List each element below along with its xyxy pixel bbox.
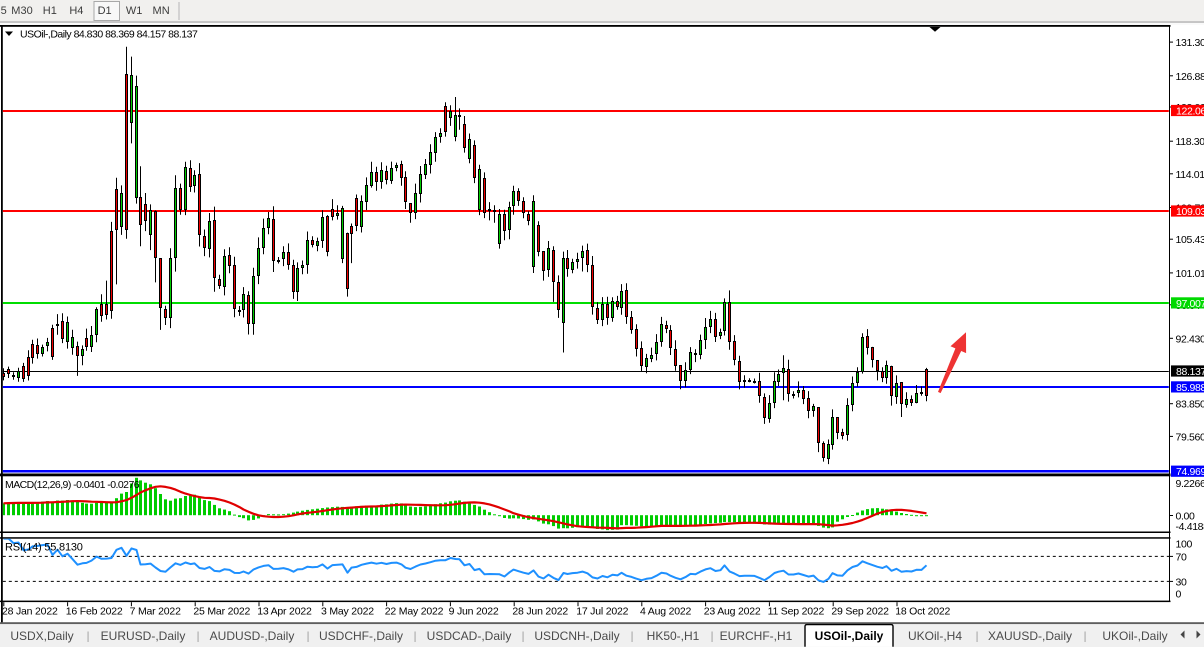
svg-text:USOil-,Daily: USOil-,Daily [815,629,884,643]
svg-text:-4.4188: -4.4188 [1176,521,1204,533]
svg-text:22 May 2022: 22 May 2022 [385,606,444,618]
svg-text:|: | [197,631,200,643]
svg-text:H1: H1 [43,5,57,17]
svg-text:USDCNH-,Daily: USDCNH-,Daily [534,629,619,643]
svg-text:100: 100 [1176,539,1193,551]
svg-text:USDCAD-,Daily: USDCAD-,Daily [427,629,512,643]
svg-text:11 Sep 2022: 11 Sep 2022 [768,606,825,618]
svg-text:83.850: 83.850 [1176,399,1204,411]
svg-text:16 Feb 2022: 16 Feb 2022 [66,606,123,618]
svg-text:29 Sep 2022: 29 Sep 2022 [831,606,889,618]
svg-text:USDCHF-,Daily: USDCHF-,Daily [319,629,403,643]
svg-text:9.2266: 9.2266 [1176,478,1204,490]
svg-text:|: | [307,631,310,643]
svg-text:92.430: 92.430 [1176,333,1204,345]
svg-text:AUDUSD-,Daily: AUDUSD-,Daily [210,629,295,643]
svg-text:EURCHF-,H1: EURCHF-,H1 [720,629,793,643]
svg-text:|: | [976,631,979,643]
svg-text:|: | [522,631,525,643]
svg-text:18 Oct 2022: 18 Oct 2022 [895,606,950,618]
svg-text:EURUSD-,Daily: EURUSD-,Daily [101,629,186,643]
svg-text:|: | [1084,631,1087,643]
svg-text:|: | [631,631,634,643]
svg-text:HK50-,H1: HK50-,H1 [647,629,700,643]
svg-text:13 Apr 2022: 13 Apr 2022 [257,606,312,618]
svg-text:17 Jul 2022: 17 Jul 2022 [576,606,628,618]
svg-text:0: 0 [1176,589,1182,601]
svg-text:122.06: 122.06 [1176,106,1204,118]
svg-text:UKOil-,Daily: UKOil-,Daily [1102,629,1167,643]
svg-text:101.010: 101.010 [1176,268,1204,280]
svg-text:105.430: 105.430 [1176,234,1204,246]
svg-text:5: 5 [1,5,7,17]
svg-text:25 Mar 2022: 25 Mar 2022 [193,606,250,618]
svg-text:D1: D1 [98,5,112,17]
svg-text:88.137: 88.137 [1176,366,1204,378]
svg-text:4 Aug 2022: 4 Aug 2022 [640,606,691,618]
svg-text:|: | [87,631,90,643]
svg-text:|: | [711,631,714,643]
svg-text:MN: MN [153,5,170,17]
svg-text:MACD(12,26,9) -0.0401 -0.0276: MACD(12,26,9) -0.0401 -0.0276 [5,479,140,491]
svg-text:28 Jun 2022: 28 Jun 2022 [512,606,568,618]
svg-text:|: | [414,631,417,643]
svg-text:131.300: 131.300 [1176,37,1204,49]
svg-text:USDX,Daily: USDX,Daily [10,629,73,643]
svg-text:85.988: 85.988 [1176,382,1204,394]
svg-text:109.03: 109.03 [1176,206,1204,218]
svg-text:W1: W1 [126,5,143,17]
svg-text:79.560: 79.560 [1176,431,1204,443]
svg-text:9 Jun 2022: 9 Jun 2022 [449,606,499,618]
svg-text:70: 70 [1176,551,1187,563]
svg-text:126.880: 126.880 [1176,71,1204,83]
svg-text:97.007: 97.007 [1176,298,1204,310]
svg-text:USOil-,Daily 84.830 88.369 84: USOil-,Daily 84.830 88.369 84.157 88.137 [20,29,198,41]
svg-text:RSI(14) 55.8130: RSI(14) 55.8130 [5,542,83,554]
svg-text:3 May 2022: 3 May 2022 [321,606,374,618]
svg-text:23 Aug 2022: 23 Aug 2022 [704,606,761,618]
svg-text:74.969: 74.969 [1176,466,1204,478]
svg-text:7 Mar 2022: 7 Mar 2022 [130,606,181,618]
svg-text:H4: H4 [69,5,83,17]
svg-text:118.300: 118.300 [1176,136,1204,148]
svg-text:30: 30 [1176,576,1187,588]
svg-text:114.010: 114.010 [1176,169,1204,181]
svg-text:UKOil-,H4: UKOil-,H4 [908,629,962,643]
svg-text:M30: M30 [11,5,32,17]
svg-text:28 Jan 2022: 28 Jan 2022 [2,606,58,618]
svg-text:XAUUSD-,Daily: XAUUSD-,Daily [988,629,1072,643]
